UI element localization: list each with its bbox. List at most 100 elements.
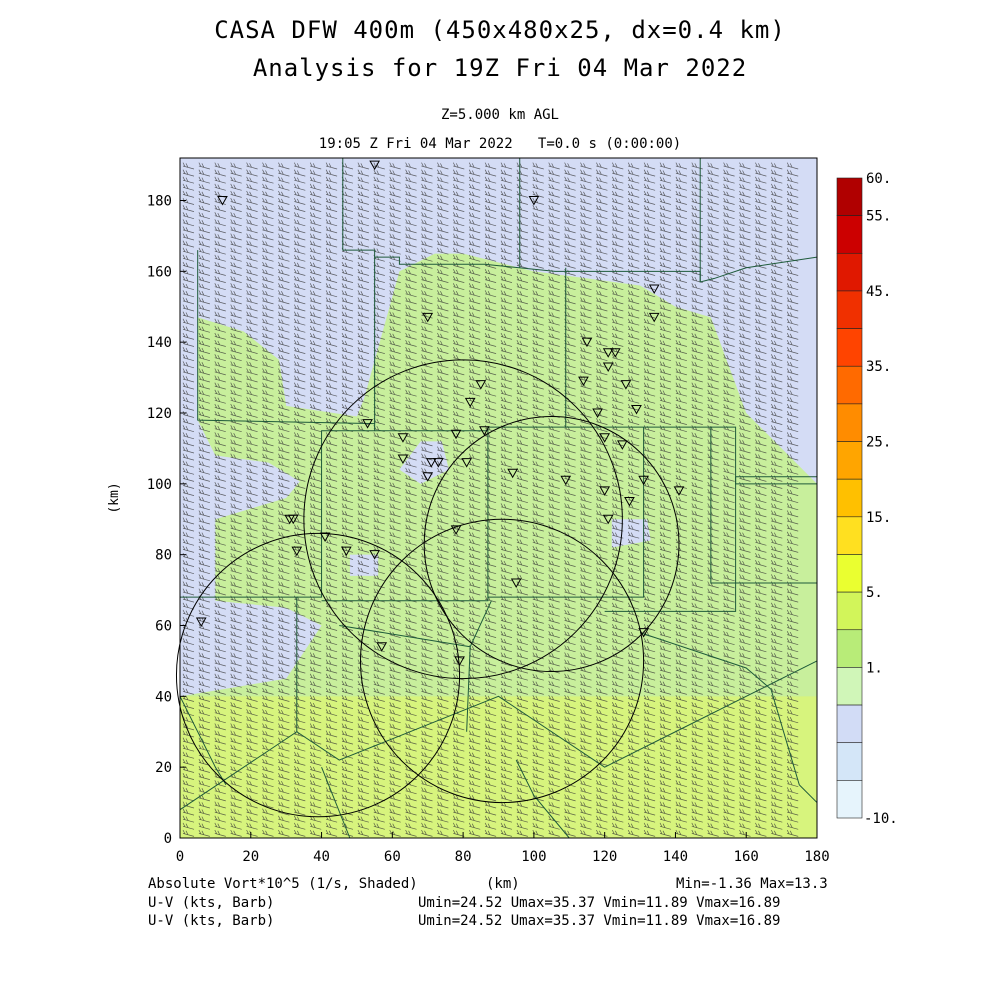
colorbar-swatch (836, 667, 863, 706)
radar-range-rings (175, 359, 680, 818)
station-marker (454, 656, 465, 666)
station-marker (624, 497, 635, 507)
radar-ring (423, 416, 680, 673)
station-marker (397, 433, 409, 443)
county-line (342, 158, 818, 283)
field-low-pocket (611, 519, 651, 548)
plot-axes: 0 20 40 60 80 100 120 140 160 180 0 20 40 60 80 100 120 1… (107, 157, 830, 865)
vorticity-field (180, 158, 817, 838)
station-marker (602, 362, 614, 372)
station-marker (631, 404, 642, 415)
wind-stats-1: Umin=24.52 Umax=35.37 Vmin=11.89 Vmax=16… (418, 895, 781, 911)
county-line (296, 660, 818, 768)
station-marker (369, 160, 380, 171)
x-tick-label: 100 (521, 849, 546, 865)
station-marker (450, 429, 462, 440)
colorbar-label: -10. (864, 811, 898, 827)
colorbar-swatch (836, 215, 863, 254)
time-label: 19:05 Z Fri 04 Mar 2022 T=0.0 s (0:00:00… (318, 136, 682, 152)
station-marker (450, 525, 462, 535)
chart-title: CASA DFW 400m (450x480x25, dx=0.4 km) (214, 16, 786, 44)
colorbar-swatch (836, 252, 863, 292)
colorbar-swatch (836, 177, 863, 216)
radar-ring (175, 532, 461, 818)
county-line (339, 625, 471, 648)
colorbar-swatch (836, 554, 863, 593)
county-line (735, 476, 817, 485)
colorbar-swatch (836, 365, 863, 405)
station-marker (397, 454, 409, 465)
county-line (710, 427, 817, 584)
station-marker (560, 475, 572, 486)
colorbar-swatch (836, 704, 863, 744)
station-marker (602, 514, 614, 525)
station-marker (376, 642, 388, 652)
colorbar-label: 25. (866, 435, 891, 451)
radar-ring (303, 359, 623, 680)
station-marker (287, 514, 299, 525)
station-marker (592, 408, 603, 419)
x-tick-label: 20 (242, 849, 259, 865)
field-moderate-region (180, 253, 817, 838)
colorbar-swatch (836, 478, 863, 518)
field-label: Absolute Vort*10^5 (1/s, Shaded) (148, 876, 418, 892)
field-minmax: Min=-1.36 Max=13.3 (676, 876, 828, 892)
station-marker (461, 458, 473, 468)
station-marker (422, 312, 434, 323)
station-marker (475, 380, 487, 390)
station-marker (432, 458, 444, 468)
county-line (197, 250, 376, 425)
colorbar-label: 5. (866, 585, 883, 601)
station-marker (578, 376, 589, 387)
x-tick-label: 180 (804, 849, 829, 865)
y-axis-label: (km) (107, 482, 122, 513)
level-label: Z=5.000 km AGL (440, 107, 559, 123)
x-tick-label: 0 (176, 849, 184, 865)
colorbar-swatch (836, 403, 863, 442)
colorbar-label: 1. (866, 660, 883, 676)
x-tick-label: 40 (313, 849, 330, 865)
station-marker (478, 426, 490, 436)
x-tick-label: 80 (455, 849, 472, 865)
y-tick-label: 0 (164, 831, 172, 847)
station-marker (673, 486, 685, 496)
station-marker (195, 617, 207, 627)
station-marker (638, 475, 649, 486)
colorbar: 60. 55. 45. 35. 25. 15. 5. 1. -10. (836, 171, 898, 827)
y-tick-label: 60 (155, 619, 172, 635)
x-tick-label: 120 (592, 849, 617, 865)
x-axis-unit: (km) (486, 876, 520, 892)
station-marker (609, 348, 621, 358)
y-tick-label: 160 (147, 264, 172, 280)
y-tick-label: 180 (147, 194, 172, 210)
station-marker (599, 433, 611, 443)
station-marker (528, 196, 540, 206)
county-line (321, 427, 489, 602)
colorbar-swatch (836, 441, 863, 480)
station-marker (340, 546, 352, 557)
station-marker (510, 578, 522, 589)
colorbar-swatch (836, 328, 863, 367)
y-tick-label: 40 (155, 689, 172, 705)
station-marker (599, 486, 611, 496)
x-tick-label: 140 (663, 849, 688, 865)
y-tick-label: 80 (155, 548, 172, 564)
station-marker (422, 472, 434, 482)
county-line (180, 423, 376, 598)
wind-stats-2: Umin=24.52 Umax=35.37 Vmin=11.89 Vmax=16… (418, 913, 781, 929)
field-high-region (180, 696, 817, 838)
county-line (604, 476, 737, 612)
station-marker (369, 550, 380, 560)
station-marker (638, 628, 649, 638)
radar-ring (359, 518, 645, 804)
colorbar-label: 55. (866, 209, 891, 225)
station-marker (217, 196, 228, 206)
station-marker (581, 337, 593, 348)
station-markers (195, 160, 685, 666)
station-marker (602, 348, 614, 358)
colorbar-swatch (836, 629, 863, 668)
station-marker (648, 312, 660, 323)
station-marker (617, 440, 628, 450)
plot-frame (179, 157, 818, 839)
